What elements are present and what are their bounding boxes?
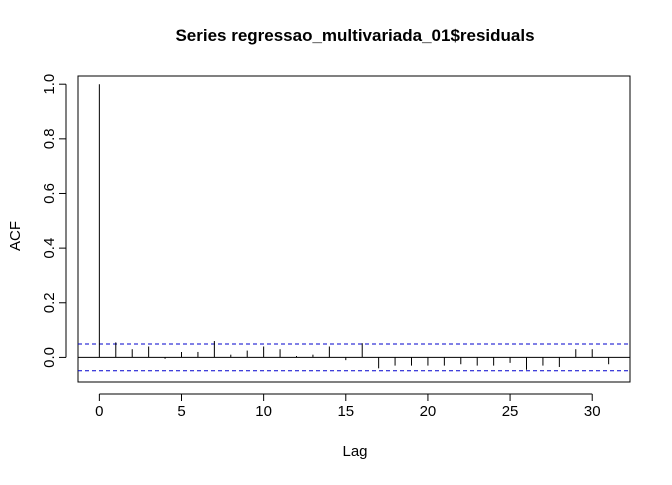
y-tick-label: 1.0 (41, 74, 58, 95)
x-tick-label: 0 (95, 403, 103, 420)
y-tick-label: 0.6 (41, 183, 58, 204)
y-axis-label: ACF (7, 221, 24, 251)
x-tick-label: 20 (420, 403, 437, 420)
x-tick-label: 5 (177, 403, 185, 420)
x-tick-label: 30 (584, 403, 601, 420)
x-tick-label: 25 (502, 403, 519, 420)
x-axis-label: Lag (342, 443, 367, 460)
x-tick-label: 10 (255, 403, 272, 420)
y-tick-label: 0.0 (41, 347, 58, 368)
y-tick-label: 0.2 (41, 292, 58, 313)
x-tick-label: 15 (337, 403, 354, 420)
plot-frame (77, 75, 631, 383)
y-tick-label: 0.4 (41, 238, 58, 259)
chart-title: Series regressao_multivariada_01$residua… (175, 26, 534, 45)
y-tick-label: 0.8 (41, 128, 58, 149)
